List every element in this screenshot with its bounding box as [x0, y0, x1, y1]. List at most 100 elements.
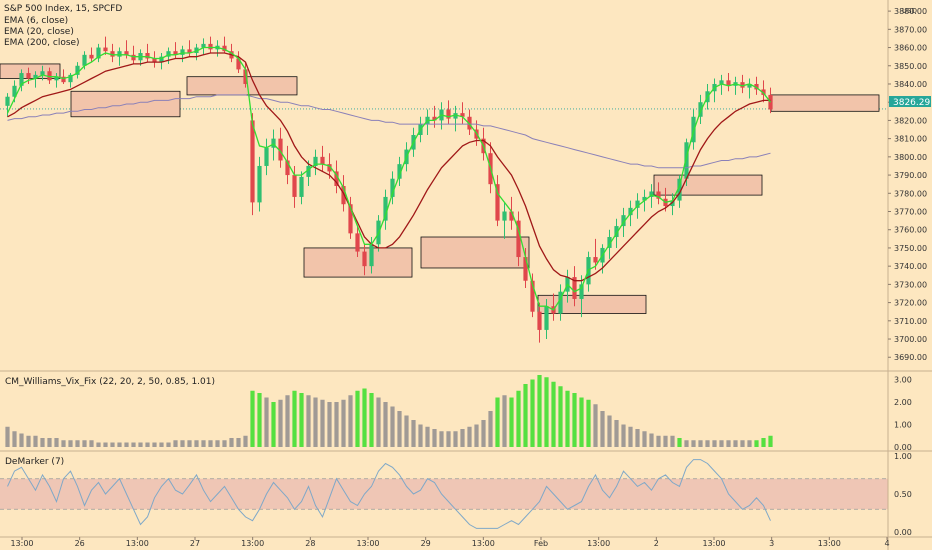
candle-body: [649, 191, 654, 197]
price-tick-label: 3740.00: [894, 262, 927, 271]
candle-body: [320, 156, 325, 165]
candle-body: [61, 76, 66, 83]
vix-bar: [222, 440, 227, 447]
candle-body: [131, 54, 136, 61]
vix-bar: [68, 440, 73, 447]
vix-bar: [271, 402, 276, 447]
vix-bar: [481, 420, 486, 447]
candle-body: [145, 53, 150, 59]
candle-body: [460, 113, 465, 117]
candle-body: [523, 257, 528, 281]
vix-bar: [670, 435, 675, 447]
vix-bar: [131, 442, 136, 447]
candle-body: [103, 47, 108, 52]
candle-body: [754, 83, 759, 90]
vix-bar: [635, 429, 640, 447]
vix-bar: [740, 440, 745, 447]
vix-bar: [467, 426, 472, 447]
time-tick-label: 13:00: [818, 539, 841, 548]
time-tick-label: 28: [305, 539, 315, 548]
price-tick-label: 3710.00: [894, 317, 927, 326]
ema-lines: [6, 46, 772, 311]
vix-bar: [397, 411, 402, 447]
legend-ema20: EMA (20, close): [4, 27, 74, 37]
candle-body: [159, 56, 164, 63]
vix-bar: [173, 440, 178, 447]
candle-body: [635, 200, 640, 208]
vix-bar: [642, 431, 647, 447]
candle-body: [726, 80, 731, 86]
candle-body: [432, 116, 437, 121]
price-tick-label: 3750.00: [894, 244, 927, 253]
time-tick-label: 13:00: [241, 539, 264, 548]
vix-bar: [390, 406, 395, 447]
time-tick-label: 13:00: [587, 539, 610, 548]
vix-bar: [418, 424, 423, 447]
vix-bar: [411, 420, 416, 447]
demarker-tick-label: 0.50: [894, 490, 912, 499]
chart-title: S&P 500 Index, 15, SPCFD: [4, 4, 122, 14]
vix-bar: [621, 424, 626, 447]
vix-bar: [82, 440, 87, 447]
vix-bar: [649, 433, 654, 447]
candle-body: [495, 184, 500, 221]
candle-body: [579, 284, 584, 299]
vix-bar: [243, 435, 248, 447]
vix-bar: [96, 442, 101, 447]
vix-bar: [292, 390, 297, 447]
candle-body: [684, 142, 689, 179]
vix-bar: [201, 440, 206, 447]
candle-body: [355, 233, 360, 252]
candle-body: [299, 176, 304, 197]
time-tick-label: 13:00: [702, 539, 725, 548]
candle-body: [502, 211, 507, 221]
candle-body: [593, 257, 598, 263]
vix-bar: [376, 397, 381, 447]
vix-bar: [236, 438, 241, 447]
candle-body: [747, 83, 752, 88]
vix-bar: [614, 420, 619, 447]
vix-bar: [523, 384, 528, 447]
candle-body: [5, 96, 10, 106]
candle-body: [453, 113, 458, 119]
demarker-line: [7, 459, 771, 529]
candle-body: [243, 69, 248, 84]
vix-bar: [327, 402, 332, 447]
candle-body: [89, 54, 94, 59]
vix-bar: [656, 435, 661, 447]
vix-bar: [544, 377, 549, 447]
candle-body: [250, 120, 255, 203]
candle-body: [166, 51, 171, 57]
candle-body: [194, 47, 199, 54]
vix-tick-label: 2.00: [894, 398, 912, 407]
vix-bar: [453, 431, 458, 447]
ema20-line: [7, 52, 771, 282]
vix-bar: [19, 433, 24, 447]
candle-body: [26, 73, 31, 79]
price-tick-label: 3770.00: [894, 208, 927, 217]
vix-bar: [516, 390, 521, 447]
vix-bar: [579, 397, 584, 447]
vix-tick-label: 3.00: [894, 376, 912, 385]
candle-body: [110, 51, 115, 57]
vix-bar: [404, 415, 409, 447]
candle-body: [467, 116, 472, 130]
vix-bar: [768, 435, 773, 447]
candle-body: [530, 280, 535, 312]
time-tick-label: Feb: [534, 539, 548, 548]
vix-bar: [460, 429, 465, 447]
candle-body: [614, 226, 619, 238]
vix-bar: [152, 442, 157, 447]
price-tick-label: 3800.00: [894, 153, 927, 162]
vix-bar: [488, 411, 493, 447]
vix-bar: [264, 397, 269, 447]
price-tick-label: 3850.00: [894, 62, 927, 71]
candle-body: [677, 178, 682, 201]
candle-body: [54, 76, 59, 81]
vix-bar: [684, 440, 689, 447]
candle-body: [544, 306, 549, 330]
vix-bar: [474, 424, 479, 447]
candle-body: [173, 51, 178, 55]
candle-body: [369, 244, 374, 267]
candle-body: [383, 196, 388, 221]
